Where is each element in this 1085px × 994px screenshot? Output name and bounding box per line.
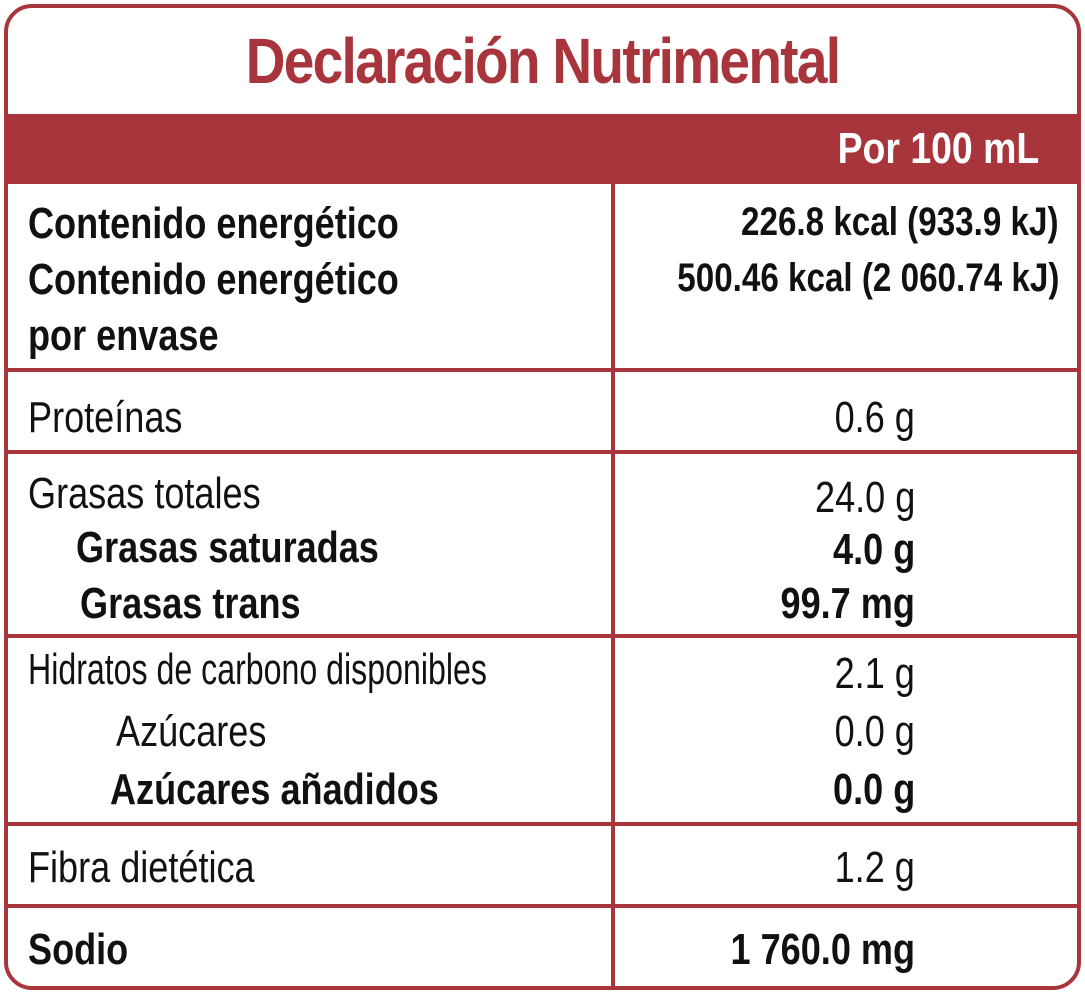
row-divider [8,368,1077,372]
added-sugars-value: 0.0 g [832,765,915,814]
total-fat-label: Grasas totales [28,469,261,518]
header-bar: Por 100 mL [8,114,1077,184]
label-title: Declaración Nutrimental [245,25,841,97]
column-divider [611,184,615,986]
sugars-label: Azúcares [116,707,267,756]
proteins-value: 0.6 g [834,393,915,442]
sugars-value: 0.0 g [834,707,915,756]
sodium-value: 1 760.0 mg [730,925,915,974]
proteins-label: Proteínas [28,393,183,442]
per-serving-header: Por 100 mL [837,124,1039,173]
saturated-fat-value: 4.0 g [832,525,915,574]
total-fat-value: 24.0 g [814,473,915,522]
fiber-value: 1.2 g [834,843,915,892]
energy-per-package-value: 500.46 kcal (2 060.74 kJ) [676,256,1059,300]
energy-per-package-label-cont: por envase [28,311,219,360]
sodium-label: Sodio [28,925,129,974]
energy-label: Contenido energético [28,199,399,248]
energy-per-package-label: Contenido energético [28,255,399,304]
row-divider [8,634,1077,638]
row-divider [8,450,1077,454]
fiber-label: Fibra dietética [28,843,255,892]
saturated-fat-label: Grasas saturadas [76,523,379,572]
trans-fat-label: Grasas trans [80,579,301,628]
trans-fat-value: 99.7 mg [780,579,915,628]
carbs-label: Hidratos de carbono disponibles [28,645,487,694]
energy-value: 226.8 kcal (933.9 kJ) [741,200,1059,244]
nutrition-label: Declaración Nutrimental Por 100 mL Conte… [4,4,1081,990]
added-sugars-label: Azúcares añadidos [110,765,439,814]
carbs-value: 2.1 g [834,649,915,698]
row-divider [8,904,1077,908]
row-divider [8,822,1077,826]
